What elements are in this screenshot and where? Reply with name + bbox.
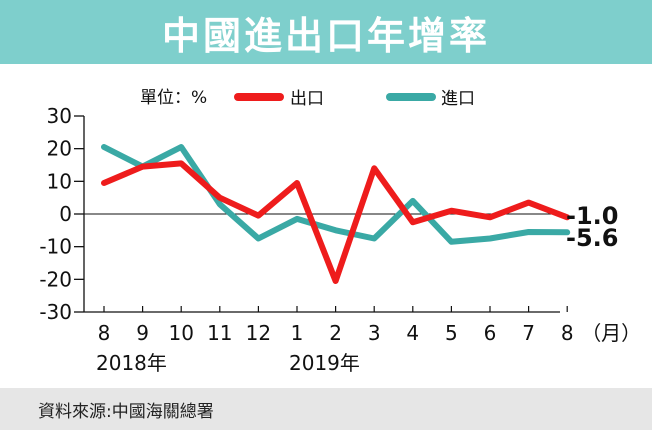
- x-tick-label: 12: [246, 321, 271, 345]
- end-value-label: -5.6: [566, 224, 618, 252]
- legend: 單位：% 出口 進口: [140, 88, 475, 109]
- y-tick-label: -10: [39, 235, 72, 259]
- source-bar: 資料來源:中國海關總署: [0, 388, 652, 430]
- y-tick-label: -20: [39, 267, 72, 291]
- x-tick-label: 4: [406, 321, 419, 345]
- y-tick-label: 30: [47, 104, 72, 128]
- x-tick-label: 11: [207, 321, 232, 345]
- x-tick-label: 8: [98, 321, 111, 345]
- x-tick-label: 3: [368, 321, 381, 345]
- year-label: 2019年: [289, 351, 360, 375]
- x-tick-label: 2: [329, 321, 342, 345]
- legend-label: 進口: [441, 89, 475, 109]
- unit-label: 單位：%: [140, 88, 207, 108]
- series-line: [101, 160, 571, 284]
- x-tick-label: 6: [484, 321, 497, 345]
- series-line: [101, 144, 571, 245]
- x-tick-label: 7: [522, 321, 535, 345]
- y-tick-label: 20: [47, 137, 72, 161]
- x-tick-label: 8: [561, 321, 574, 345]
- y-tick-label: 10: [47, 169, 72, 193]
- x-tick-label: 5: [445, 321, 458, 345]
- x-tick-label: 1: [291, 321, 304, 345]
- x-axis-suffix: （月）: [581, 321, 641, 345]
- x-tick-label: 9: [136, 321, 149, 345]
- end-value-label: -1.0: [566, 202, 618, 230]
- y-tick-label: -30: [39, 300, 72, 324]
- plot-area: -1.0-5.6: [84, 144, 618, 284]
- legend-label: 出口: [290, 89, 324, 109]
- year-label: 2018年: [96, 351, 167, 375]
- source-note: 資料來源:中國海關總署: [38, 401, 214, 422]
- x-tick-label: 10: [168, 321, 193, 345]
- y-axis: 30 20 10 0 -10 -20 -30: [39, 104, 85, 324]
- title-bar: 中國進出口年增率: [0, 0, 652, 64]
- chart-title: 中國進出口年增率: [161, 13, 490, 58]
- x-axis: 8 9 10 11 12 1 2 3 4 5 6 7 8 （月）2018年 2019年: [84, 306, 641, 375]
- y-tick-label: 0: [59, 202, 72, 226]
